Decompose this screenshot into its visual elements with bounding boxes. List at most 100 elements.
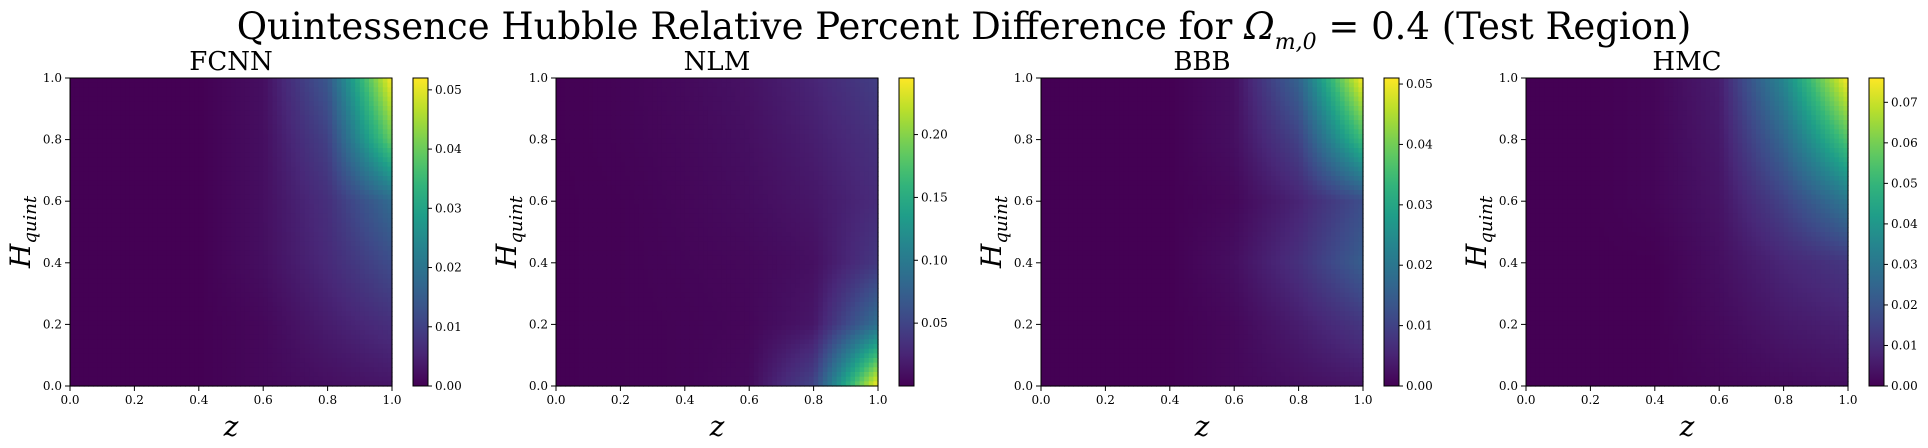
heatmap-cell bbox=[286, 176, 292, 182]
heatmap-cell bbox=[387, 302, 393, 308]
heatmap-cell bbox=[106, 120, 112, 126]
heatmap-cell bbox=[657, 96, 663, 102]
heatmap-cell bbox=[300, 348, 306, 354]
heatmap-cell bbox=[70, 269, 76, 275]
heatmap-cell bbox=[341, 297, 347, 303]
heatmap-cell bbox=[189, 180, 195, 186]
heatmap-cell bbox=[336, 241, 342, 247]
heatmap-cell bbox=[208, 320, 214, 326]
heatmap-cell bbox=[634, 87, 640, 93]
heatmap-cell bbox=[134, 241, 140, 247]
heatmap-cell bbox=[148, 82, 154, 88]
heatmap-cell bbox=[88, 115, 94, 121]
heatmap-cell bbox=[125, 92, 131, 98]
heatmap-cell bbox=[355, 134, 361, 140]
heatmap-cell bbox=[244, 166, 250, 172]
heatmap-cell bbox=[221, 194, 227, 200]
heatmap-cell bbox=[120, 330, 126, 336]
heatmap-cell bbox=[267, 320, 273, 326]
heatmap-cell bbox=[102, 166, 108, 172]
heatmap-cell bbox=[332, 372, 338, 378]
heatmap-cell bbox=[88, 292, 94, 298]
heatmap-cell bbox=[125, 78, 131, 84]
heatmap-cell bbox=[300, 96, 306, 102]
heatmap-cell bbox=[93, 162, 99, 168]
heatmap-cell bbox=[175, 232, 181, 238]
heatmap-cell bbox=[680, 92, 686, 98]
heatmap-cell bbox=[79, 241, 85, 247]
heatmap-cell bbox=[267, 157, 273, 163]
heatmap-cell bbox=[648, 96, 654, 102]
heatmap-cell bbox=[111, 372, 117, 378]
heatmap-cell bbox=[79, 180, 85, 186]
heatmap-cell bbox=[134, 176, 140, 182]
heatmap-cell bbox=[350, 348, 356, 354]
heatmap-cell bbox=[185, 213, 191, 219]
heatmap-cell bbox=[157, 274, 163, 280]
heatmap-cell bbox=[387, 157, 393, 163]
heatmap-cell bbox=[355, 367, 361, 373]
heatmap-cell bbox=[129, 372, 135, 378]
heatmap-cell bbox=[378, 255, 384, 261]
heatmap-cell bbox=[171, 134, 177, 140]
heatmap-cell bbox=[74, 274, 80, 280]
heatmap-cell bbox=[350, 288, 356, 294]
heatmap-cell bbox=[267, 236, 273, 242]
heatmap-cell bbox=[290, 344, 296, 350]
heatmap-cell bbox=[70, 348, 76, 354]
heatmap-cell bbox=[244, 82, 250, 88]
heatmap-cell bbox=[254, 255, 260, 261]
heatmap-cell bbox=[175, 204, 181, 210]
heatmap-cell bbox=[336, 208, 342, 214]
heatmap-cell bbox=[171, 367, 177, 373]
heatmap-cell bbox=[102, 320, 108, 326]
heatmap-cell bbox=[369, 171, 375, 177]
heatmap-cell bbox=[235, 227, 241, 233]
heatmap-cell bbox=[212, 325, 218, 331]
heatmap-cell bbox=[97, 227, 103, 233]
heatmap-cell bbox=[258, 162, 264, 168]
heatmap-cell bbox=[254, 218, 260, 224]
heatmap-cell bbox=[272, 208, 278, 214]
heatmap-cell bbox=[281, 320, 287, 326]
heatmap-cell bbox=[185, 297, 191, 303]
heatmap-cell bbox=[116, 82, 122, 88]
heatmap-cell bbox=[313, 222, 319, 228]
heatmap-cell bbox=[290, 166, 296, 172]
heatmap-cell bbox=[125, 334, 131, 340]
heatmap-cell bbox=[304, 246, 310, 252]
heatmap-cell bbox=[295, 241, 301, 247]
heatmap-cell bbox=[359, 376, 365, 382]
heatmap-cell bbox=[83, 362, 89, 368]
heatmap-cell bbox=[180, 381, 186, 387]
heatmap-cell bbox=[203, 325, 209, 331]
heatmap-cell bbox=[102, 194, 108, 200]
heatmap-cell bbox=[79, 171, 85, 177]
heatmap-cell bbox=[290, 236, 296, 242]
heatmap-cell bbox=[157, 185, 163, 191]
heatmap-cell bbox=[102, 218, 108, 224]
heatmap-cell bbox=[336, 362, 342, 368]
heatmap-cell bbox=[116, 320, 122, 326]
heatmap-cell bbox=[244, 330, 250, 336]
heatmap-cell bbox=[313, 372, 319, 378]
heatmap-cell bbox=[309, 218, 315, 224]
heatmap-cell bbox=[166, 213, 172, 219]
heatmap-cell bbox=[120, 358, 126, 364]
heatmap-cell bbox=[313, 269, 319, 275]
heatmap-cell bbox=[272, 134, 278, 140]
heatmap-cell bbox=[70, 316, 76, 322]
heatmap-cell bbox=[157, 334, 163, 340]
heatmap-cell bbox=[235, 348, 241, 354]
heatmap-cell bbox=[143, 124, 149, 130]
heatmap-cell bbox=[143, 138, 149, 144]
heatmap-cell bbox=[231, 222, 237, 228]
heatmap-cell bbox=[83, 176, 89, 182]
heatmap-cell bbox=[120, 138, 126, 144]
heatmap-cell bbox=[171, 82, 177, 88]
heatmap-cell bbox=[304, 87, 310, 93]
heatmap-cell bbox=[346, 199, 352, 205]
heatmap-cell bbox=[341, 134, 347, 140]
heatmap-cell bbox=[143, 82, 149, 88]
heatmap-cell bbox=[134, 185, 140, 191]
